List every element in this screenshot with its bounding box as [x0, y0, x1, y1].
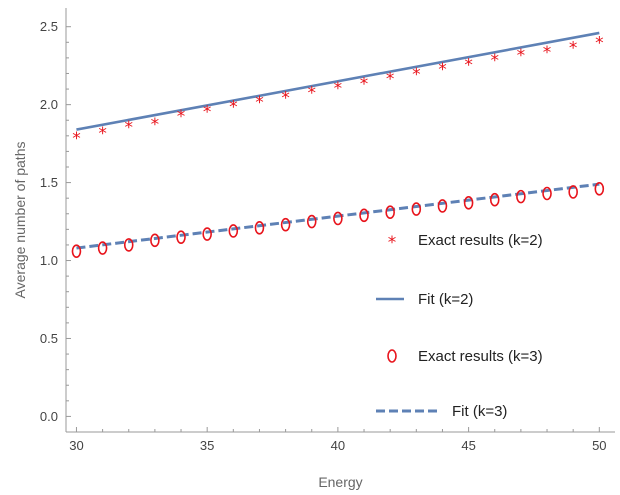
circle-marker	[97, 241, 108, 255]
star-marker: *	[203, 102, 212, 122]
circle-marker	[489, 192, 500, 207]
circle-marker	[411, 202, 422, 216]
star-marker: *	[569, 38, 578, 58]
circle-marker	[437, 199, 448, 213]
x-axis-title: Energy	[318, 474, 362, 490]
x-tick-label: 35	[200, 438, 214, 453]
star-marker: *	[124, 118, 133, 138]
y-tick-label: 2.0	[40, 97, 58, 112]
star-marker: *	[517, 46, 526, 66]
star-marker: *	[72, 129, 81, 149]
circle-marker	[594, 182, 605, 196]
circle-marker	[202, 227, 212, 241]
star-marker: *	[388, 233, 397, 253]
circle-marker	[254, 220, 265, 235]
star-marker: *	[255, 93, 264, 113]
star-marker: *	[281, 88, 290, 108]
star-marker: *	[307, 84, 316, 104]
circle-marker	[150, 233, 160, 248]
star-marker: *	[177, 107, 186, 127]
x-tick-label: 50	[592, 438, 606, 453]
star-marker: *	[543, 43, 552, 63]
star-marker: *	[412, 65, 421, 85]
circle-marker	[387, 349, 397, 363]
plot-area: * * * * * * * * * * * * * * * * * * * * *	[71, 31, 605, 258]
y-tick-label: 2.5	[40, 19, 58, 34]
circle-marker	[568, 185, 578, 199]
star-marker: *	[229, 98, 238, 118]
y-tick-label: 0.0	[40, 409, 58, 424]
fit-line-k3	[76, 182, 600, 250]
circle-marker	[306, 214, 317, 229]
circle-marker	[463, 196, 474, 210]
circle-marker	[71, 244, 82, 258]
y-tick-label: 1.0	[40, 253, 58, 268]
star-marker: *	[438, 60, 447, 80]
x-tick-label: 40	[331, 438, 345, 453]
y-tick-label: 0.5	[40, 331, 58, 346]
legend-label: Fit (k=2)	[418, 291, 473, 308]
tick-group: 30 35 40 45 50 0.0 0.5 1.0 1.5 2.0 2.5	[40, 19, 607, 453]
circle-marker	[176, 230, 186, 244]
circle-marker	[228, 224, 239, 238]
legend: * Exact results (k=2) Fit (k=2) Exact resul…	[376, 232, 543, 420]
legend-label: Fit (k=3)	[452, 403, 507, 420]
circle-marker	[385, 205, 395, 220]
circle-marker	[333, 211, 343, 226]
star-marker: *	[595, 34, 604, 54]
circle-marker	[280, 217, 291, 232]
star-marker: *	[334, 79, 343, 99]
circle-marker	[359, 208, 369, 223]
star-marker: *	[464, 56, 473, 76]
circle-marker	[516, 189, 526, 204]
star-marker: *	[98, 124, 107, 144]
fit-line-k2	[76, 31, 600, 131]
legend-label: Exact results (k=2)	[418, 232, 543, 249]
star-marker: *	[151, 115, 160, 135]
legend-label: Exact results (k=3)	[418, 348, 543, 365]
x-tick-label: 30	[69, 438, 83, 453]
circle-marker	[542, 186, 552, 201]
star-marker: *	[490, 51, 499, 71]
axes	[65, 8, 615, 433]
star-marker: *	[360, 74, 369, 94]
y-tick-label: 1.5	[40, 175, 58, 190]
star-marker: *	[386, 70, 395, 90]
circle-marker	[123, 238, 134, 252]
y-axis-title: Average number of paths	[12, 142, 28, 299]
x-tick-label: 45	[461, 438, 475, 453]
